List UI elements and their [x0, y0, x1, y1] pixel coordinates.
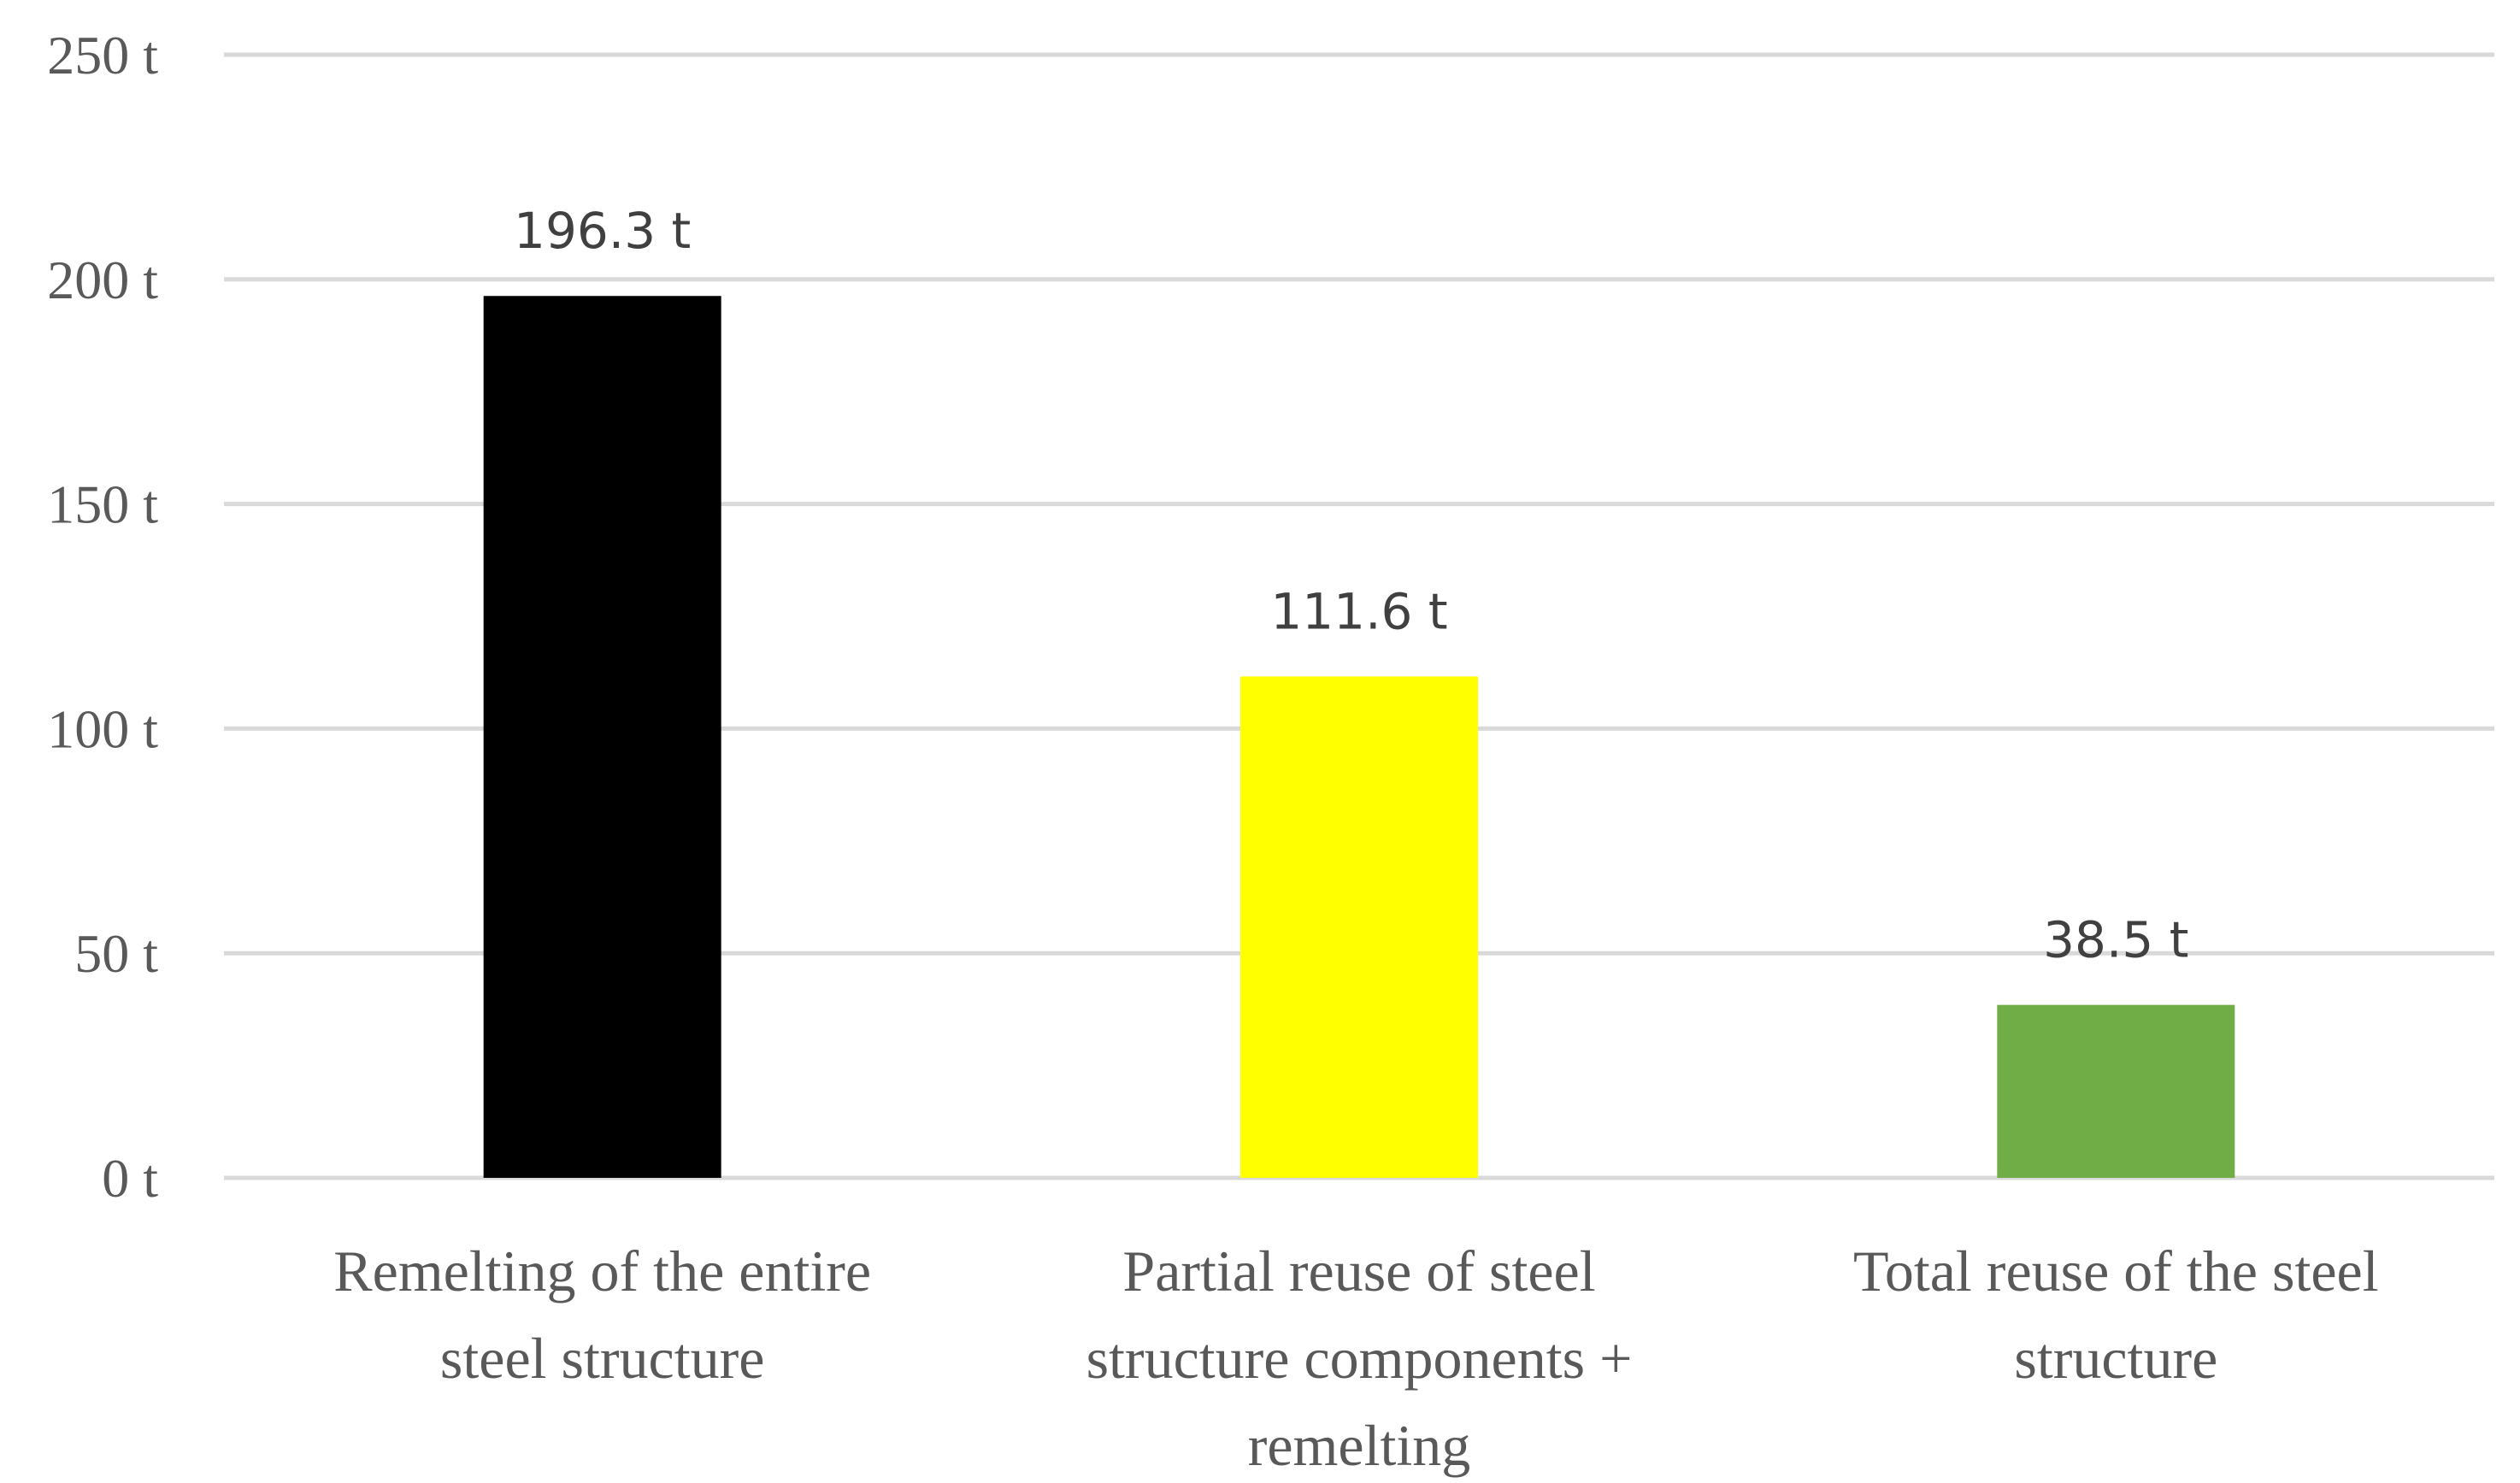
category-label-line: Remelting of the entire	[333, 1239, 871, 1304]
y-tick-label: 200 t	[47, 250, 158, 310]
y-tick-label: 0 t	[102, 1148, 158, 1209]
category-label-line: Total reuse of the steel	[1853, 1239, 2379, 1304]
data-label: 38.5 t	[2043, 911, 2188, 969]
category-label: Total reuse of the steel structure	[1853, 1239, 2379, 1391]
category-label: Remelting of the entire steel structure	[333, 1239, 871, 1391]
y-axis-tick-labels: 0 t 50 t 100 t 150 t 200 t 250 t	[47, 25, 158, 1209]
category-label-line: structure components +	[1086, 1326, 1633, 1391]
y-tick-label: 100 t	[47, 698, 158, 759]
bar	[1997, 1004, 2235, 1178]
y-tick-label: 50 t	[74, 923, 158, 984]
data-label: 111.6 t	[1270, 582, 1447, 640]
bars	[483, 296, 2235, 1178]
data-labels: 196.3 t 111.6 t 38.5 t	[514, 202, 2188, 968]
category-label-line: steel structure	[440, 1326, 765, 1391]
category-label-line: remelting	[1248, 1413, 1471, 1478]
category-label-line: Partial reuse of steel	[1122, 1239, 1595, 1304]
y-tick-label: 250 t	[47, 25, 158, 85]
y-tick-label: 150 t	[47, 474, 158, 535]
bar	[483, 296, 721, 1178]
x-axis-category-labels: Remelting of the entire steel structure Pa…	[333, 1239, 2378, 1478]
bar	[1240, 676, 1478, 1178]
category-label-line: structure	[2014, 1326, 2217, 1391]
category-label: Partial reuse of steel structure componen…	[1086, 1239, 1633, 1478]
data-label: 196.3 t	[514, 202, 691, 260]
